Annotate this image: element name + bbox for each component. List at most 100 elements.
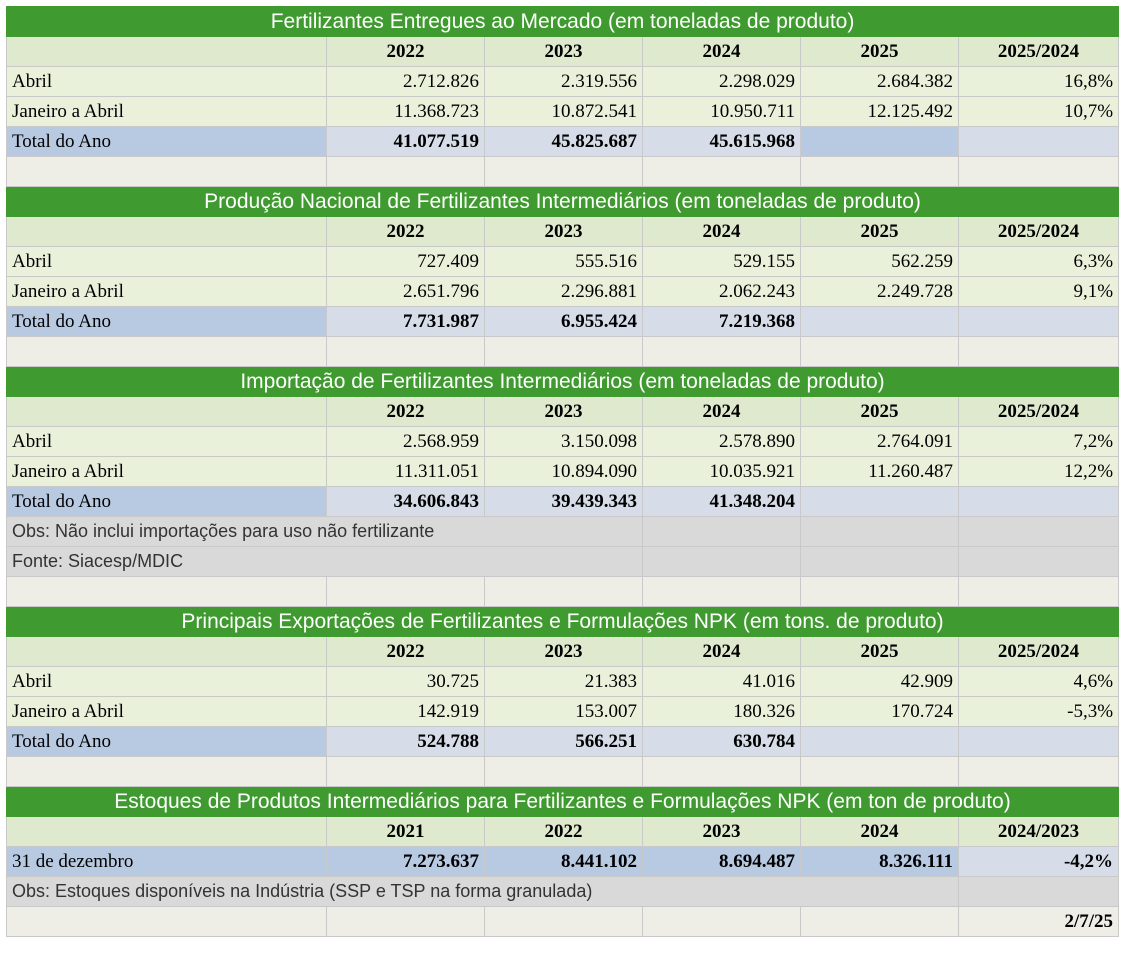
value-cell: 2.712.826 [326, 66, 485, 97]
row-label: Abril [6, 246, 327, 277]
header-cell: 2025 [800, 396, 959, 427]
header-cell: 2022 [326, 636, 485, 667]
header-cell: 2022 [484, 816, 643, 847]
total-label: Total do Ano [6, 486, 327, 517]
value-cell: 12,2% [957, 456, 1120, 487]
total-label: Total do Ano [6, 126, 327, 157]
total-value [800, 306, 959, 337]
total-value [800, 126, 959, 157]
spacer-cell [484, 156, 643, 187]
row-label: Abril [6, 426, 327, 457]
total-value: 39.439.343 [484, 486, 643, 517]
value-cell: 2.684.382 [800, 66, 959, 97]
row-label: Janeiro a Abril [6, 696, 327, 727]
header-empty [6, 636, 327, 667]
value-cell: 142.919 [326, 696, 485, 727]
section-title-estoques: Estoques de Produtos Intermediários para… [5, 786, 1120, 817]
note-fill [957, 546, 1120, 577]
value-cell: 2.298.029 [642, 66, 801, 97]
value-cell: 4,6% [957, 666, 1120, 697]
spacer-cell [6, 576, 327, 607]
value-cell: 727.409 [326, 246, 485, 277]
total-value [957, 306, 1120, 337]
stock-value: 7.273.637 [326, 846, 485, 877]
header-cell: 2025 [800, 636, 959, 667]
spacer-cell [326, 336, 485, 367]
value-cell: 170.724 [800, 696, 959, 727]
value-cell: 11.368.723 [326, 96, 485, 127]
note-fill [642, 516, 801, 547]
value-cell: 562.259 [800, 246, 959, 277]
spacer-cell [642, 756, 801, 787]
total-value [800, 486, 959, 517]
header-cell: 2023 [484, 216, 643, 247]
total-value [957, 726, 1120, 757]
total-value [800, 726, 959, 757]
total-value: 6.955.424 [484, 306, 643, 337]
value-cell: 180.326 [642, 696, 801, 727]
value-cell: 2.764.091 [800, 426, 959, 457]
header-cell: 2024 [800, 816, 959, 847]
spacer-cell [484, 756, 643, 787]
row-label: Janeiro a Abril [6, 96, 327, 127]
total-value: 630.784 [642, 726, 801, 757]
value-cell: 529.155 [642, 246, 801, 277]
total-value: 45.825.687 [484, 126, 643, 157]
spacer-cell [326, 576, 485, 607]
value-cell: 10.872.541 [484, 96, 643, 127]
header-cell: 2024 [642, 396, 801, 427]
spacer-cell [957, 576, 1120, 607]
row-label: Janeiro a Abril [6, 456, 327, 487]
value-cell: 10.894.090 [484, 456, 643, 487]
value-cell: 7,2% [957, 426, 1120, 457]
total-value: 41.348.204 [642, 486, 801, 517]
value-cell: 2.578.890 [642, 426, 801, 457]
spacer-cell [6, 336, 327, 367]
header-cell: 2023 [484, 36, 643, 67]
total-value: 45.615.968 [642, 126, 801, 157]
footer-cell [800, 906, 959, 937]
spacer-cell [800, 156, 959, 187]
section-title-producao: Produção Nacional de Fertilizantes Inter… [5, 186, 1120, 217]
note-fill [957, 516, 1120, 547]
spacer-cell [800, 756, 959, 787]
footer-cell [642, 906, 801, 937]
footer-cell [484, 906, 643, 937]
value-cell: 3.150.098 [484, 426, 643, 457]
spacer-cell [642, 336, 801, 367]
header-cell: 2025/2024 [957, 216, 1120, 247]
header-cell: 2023 [484, 636, 643, 667]
header-cell: 2025/2024 [957, 636, 1120, 667]
spacer-cell [642, 576, 801, 607]
section-title-exportacoes: Principais Exportações de Fertilizantes … [5, 606, 1120, 637]
total-value: 34.606.843 [326, 486, 485, 517]
value-cell: 2.296.881 [484, 276, 643, 307]
fertilizer-statistics-table: Fertilizantes Entregues ao Mercado (em t… [5, 6, 1120, 937]
row-label: 31 de dezembro [6, 846, 327, 877]
header-empty [6, 396, 327, 427]
note-text: Obs: Estoques disponíveis na Indústria (… [6, 876, 959, 907]
note-fill [957, 876, 1120, 907]
spacer-cell [957, 156, 1120, 187]
header-empty [6, 36, 327, 67]
section-title-entregues: Fertilizantes Entregues ao Mercado (em t… [5, 6, 1120, 37]
total-value [957, 126, 1120, 157]
header-cell: 2025/2024 [957, 36, 1120, 67]
header-cell: 2025 [800, 36, 959, 67]
spacer-cell [484, 336, 643, 367]
value-cell: 2.319.556 [484, 66, 643, 97]
header-cell: 2024 [642, 216, 801, 247]
value-cell: 153.007 [484, 696, 643, 727]
row-label: Janeiro a Abril [6, 276, 327, 307]
note-fill [800, 516, 959, 547]
header-cell: 2022 [326, 216, 485, 247]
note-fill [642, 546, 801, 577]
spacer-cell [484, 576, 643, 607]
value-cell: 10,7% [957, 96, 1120, 127]
note-fill [800, 546, 959, 577]
spacer-cell [957, 756, 1120, 787]
total-value [957, 486, 1120, 517]
value-cell: 21.383 [484, 666, 643, 697]
spacer-cell [642, 156, 801, 187]
note-text: Obs: Não inclui importações para uso não… [6, 516, 643, 547]
